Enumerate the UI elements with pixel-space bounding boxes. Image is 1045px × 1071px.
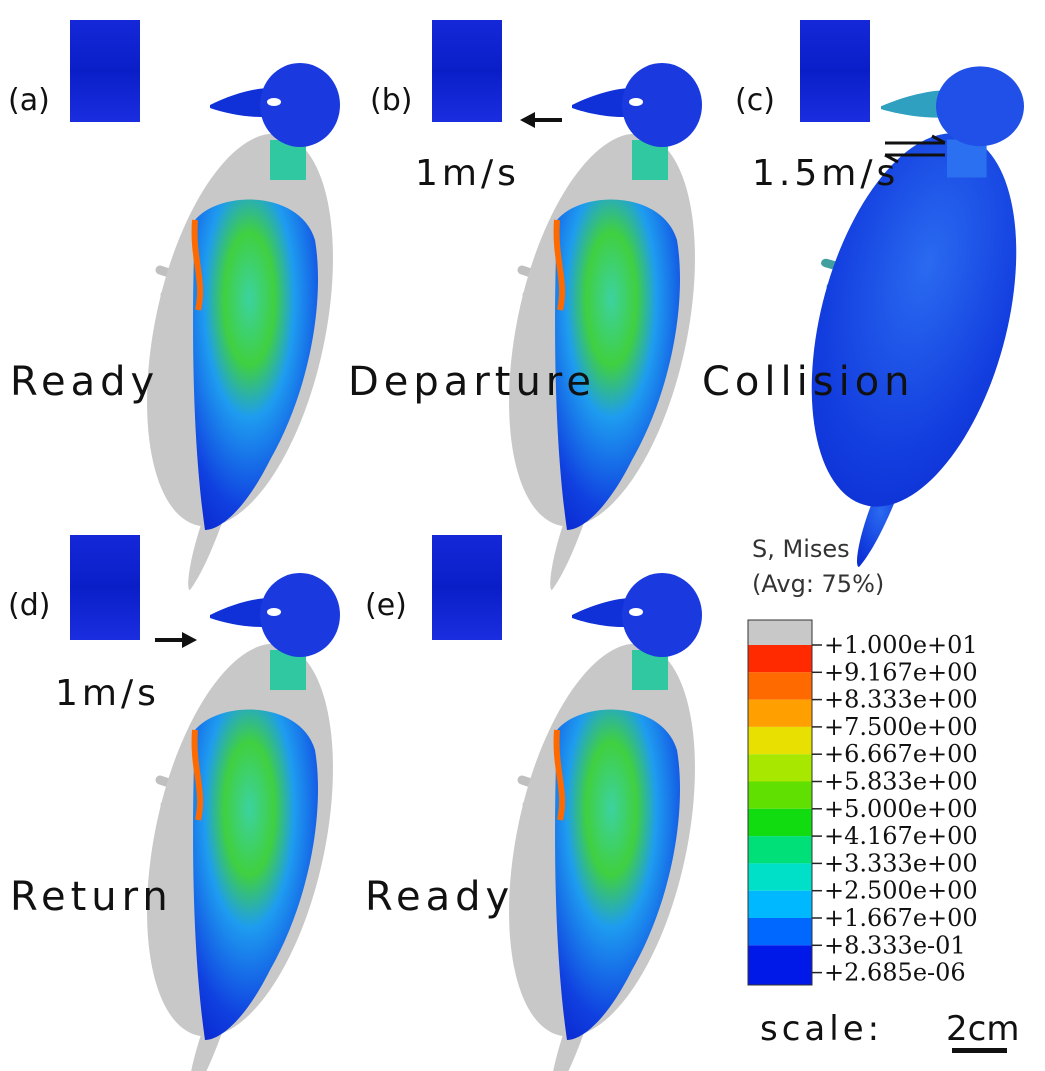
legend-value: +4.167e+00 [824, 822, 978, 850]
color-band [748, 782, 812, 809]
legend-title: S, Mises [752, 535, 850, 563]
legend-value: +2.500e+00 [824, 877, 978, 905]
legend-value: +6.667e+00 [824, 740, 978, 768]
color-band [748, 754, 812, 781]
block [70, 535, 140, 640]
color-band [748, 918, 812, 945]
block [432, 535, 502, 640]
color-band [748, 672, 812, 699]
speed-label: 1.5m/s [752, 153, 899, 194]
block [70, 20, 140, 122]
state-label: Return [10, 874, 173, 920]
speed-label: 1m/s [415, 153, 520, 194]
overflow-band [748, 620, 812, 645]
block [800, 20, 870, 122]
color-band [748, 891, 812, 918]
color-band [748, 836, 812, 863]
panel-label: (e) [365, 588, 407, 623]
speed-label: 1m/s [55, 673, 160, 714]
scale-length: 2cm [946, 1009, 1019, 1049]
legend-value: +1.000e+01 [824, 631, 978, 659]
legend-value: +3.333e+00 [824, 849, 978, 877]
legend-subtitle: (Avg: 75%) [752, 570, 884, 598]
scale-bar [952, 1048, 1007, 1053]
legend-value: +8.333e+00 [824, 686, 978, 714]
panel-label: (a) [8, 83, 50, 118]
panel-label: (b) [370, 83, 412, 118]
legend-value: +2.685e-06 [824, 959, 966, 987]
woodpecker [777, 66, 1045, 567]
color-band [748, 809, 812, 836]
color-band [748, 727, 812, 754]
block [432, 20, 502, 122]
panel-label: (c) [735, 83, 775, 118]
woodpecker [115, 573, 364, 1071]
legend-value: +1.667e+00 [824, 904, 978, 932]
woodpecker [115, 63, 364, 590]
panel-label: (d) [8, 588, 50, 623]
figure: (a) (b) (c) (d) (e) Ready Departure Coll… [0, 0, 1045, 1071]
woodpecker [477, 63, 726, 590]
woodpecker [477, 573, 726, 1071]
state-label: Ready [10, 359, 159, 405]
legend-value: +7.500e+00 [824, 713, 978, 741]
legend-value: +8.333e-01 [824, 931, 966, 959]
legend-value: +9.167e+00 [824, 658, 978, 686]
state-label: Ready [365, 874, 514, 920]
color-band [748, 645, 812, 672]
color-band [748, 945, 812, 985]
legend-value: +5.000e+00 [824, 795, 978, 823]
color-band [748, 700, 812, 727]
state-label: Collision [702, 359, 915, 405]
color-band [748, 863, 812, 890]
state-label: Departure [348, 359, 596, 405]
scale-label: scale: [760, 1009, 883, 1049]
legend-value: +5.833e+00 [824, 768, 978, 796]
color-bar: +1.000e+01+9.167e+00+8.333e+00+7.500e+00… [748, 620, 978, 987]
